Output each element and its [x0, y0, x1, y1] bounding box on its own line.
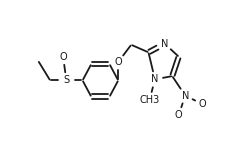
Text: N: N [161, 39, 168, 49]
Text: S: S [63, 75, 69, 85]
Text: O: O [175, 110, 182, 120]
Text: N: N [182, 91, 189, 101]
Text: O: O [114, 57, 122, 67]
Text: O: O [59, 52, 67, 62]
Text: N: N [151, 74, 159, 84]
Text: CH3: CH3 [139, 95, 160, 105]
Text: O: O [199, 99, 206, 109]
